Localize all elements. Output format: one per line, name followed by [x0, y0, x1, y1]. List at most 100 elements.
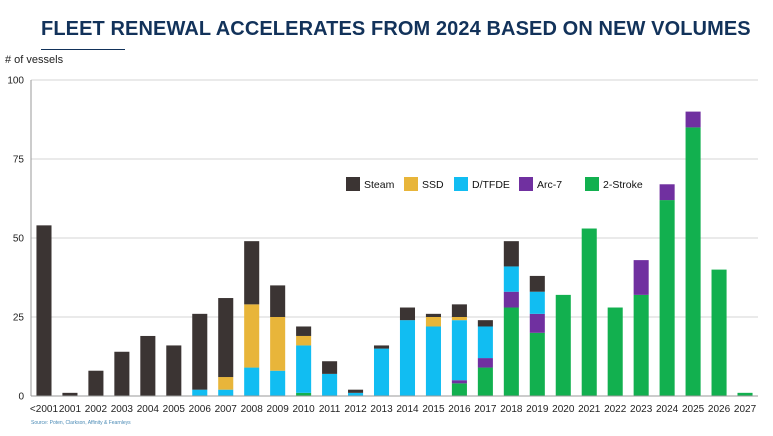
x-tick-label: 2009: [267, 404, 290, 415]
x-tick-label: 2024: [656, 404, 679, 415]
bar-ssd: [270, 317, 286, 371]
bar-d-tfde: [399, 320, 416, 396]
legend: Steam SSD D/TFDE Arc-7 2-Stroke: [346, 177, 643, 191]
bar-2-stroke: [607, 307, 623, 396]
bar-steam: [62, 392, 78, 396]
bar-2-stroke: [477, 367, 493, 396]
legend-label: D/TFDE: [472, 179, 510, 191]
legend-label: Steam: [364, 179, 395, 191]
title-underline: [41, 49, 125, 50]
x-tick-label: 2022: [604, 404, 627, 415]
bar-2-stroke: [296, 392, 312, 396]
bar-steam: [373, 345, 390, 349]
legend-swatch: [585, 177, 599, 191]
bar-steam: [503, 241, 519, 267]
bar-d-tfde: [477, 326, 493, 359]
bar-d-tfde: [244, 367, 260, 396]
x-tick-label: 2016: [448, 404, 471, 415]
x-tick-label: 2011: [319, 404, 341, 415]
bar-2-stroke: [711, 269, 727, 396]
y-tick-label: 25: [13, 313, 25, 324]
bar-steam: [451, 304, 467, 317]
y-axis-label: # of vessels: [5, 54, 64, 66]
bar-steam: [348, 389, 364, 393]
y-tick-label: 100: [7, 76, 24, 87]
legend-label: SSD: [422, 179, 444, 191]
legend-swatch: [346, 177, 360, 191]
x-tick-label: 2025: [682, 404, 705, 415]
bar-ssd: [218, 377, 234, 390]
bar-arc-7: [503, 291, 519, 308]
x-tick-label: 2010: [293, 404, 316, 415]
bar-ssd: [244, 304, 260, 368]
bar-2-stroke: [503, 307, 519, 396]
bar-arc-7: [451, 380, 467, 384]
bar-2-stroke: [555, 294, 571, 396]
bar-ssd: [425, 317, 441, 327]
bar-steam: [425, 313, 441, 317]
legend-swatch: [519, 177, 533, 191]
chart-title: FLEET RENEWAL ACCELERATES FROM 2024 BASE…: [41, 18, 751, 40]
bar-2-stroke: [659, 200, 675, 396]
bar-d-tfde: [373, 348, 390, 396]
bars: [36, 111, 753, 397]
y-tick-label: 50: [13, 234, 25, 245]
bar-2-stroke: [581, 228, 597, 396]
bar-d-tfde: [503, 266, 519, 292]
x-tick-label: 2012: [344, 404, 367, 415]
bar-steam: [192, 313, 208, 390]
x-tick-label: 2014: [396, 404, 419, 415]
x-tick-label: 2026: [708, 404, 731, 415]
bar-ssd: [451, 317, 467, 321]
bar-steam: [244, 241, 260, 305]
x-tick-label: 2002: [85, 404, 108, 415]
y-tick-label: 0: [18, 392, 24, 403]
y-tick-label: 75: [13, 155, 25, 166]
x-tick-label: 2027: [734, 404, 757, 415]
bar-steam: [36, 225, 52, 396]
bar-d-tfde: [296, 345, 312, 393]
x-tick-label: 2013: [370, 404, 393, 415]
legend-label: Arc-7: [537, 179, 562, 191]
bar-2-stroke: [451, 383, 467, 396]
legend-swatch: [404, 177, 418, 191]
bar-steam: [114, 351, 130, 396]
bar-2-stroke: [685, 127, 701, 397]
bar-steam: [399, 307, 416, 321]
gridlines: [31, 79, 758, 318]
bar-steam: [166, 345, 182, 396]
bar-arc-7: [659, 184, 675, 201]
bar-2-stroke: [529, 332, 545, 396]
bar-d-tfde: [451, 320, 467, 381]
x-tick-label: 2008: [241, 404, 264, 415]
bar-steam: [270, 285, 286, 317]
bar-d-tfde: [529, 291, 545, 314]
x-tick-label: 2020: [552, 404, 575, 415]
x-tick-label: 2023: [630, 404, 653, 415]
bar-2-stroke: [737, 392, 753, 396]
x-tick-label: 2004: [137, 404, 160, 415]
x-tick-label: 2006: [189, 404, 212, 415]
bar-steam: [88, 370, 104, 396]
bar-d-tfde: [192, 389, 208, 396]
bar-d-tfde: [322, 373, 338, 396]
x-tick-label: 2007: [215, 404, 238, 415]
bar-steam: [296, 326, 312, 336]
x-tick-label: 2001: [59, 404, 82, 415]
bar-steam: [322, 361, 338, 374]
bar-arc-7: [685, 111, 701, 128]
legend-swatch: [454, 177, 468, 191]
x-tick-label: 2005: [163, 404, 186, 415]
x-tick-label: <2001: [30, 404, 59, 415]
source-note: Source: Poten, Clarkson, Affinity & Fear…: [31, 420, 131, 426]
bar-steam: [529, 275, 545, 292]
bar-d-tfde: [270, 370, 286, 396]
bar-steam: [477, 320, 493, 327]
bar-steam: [140, 335, 156, 396]
bar-arc-7: [529, 313, 545, 333]
bar-arc-7: [477, 358, 493, 368]
bar-ssd: [296, 335, 312, 346]
bar-2-stroke: [633, 294, 649, 396]
